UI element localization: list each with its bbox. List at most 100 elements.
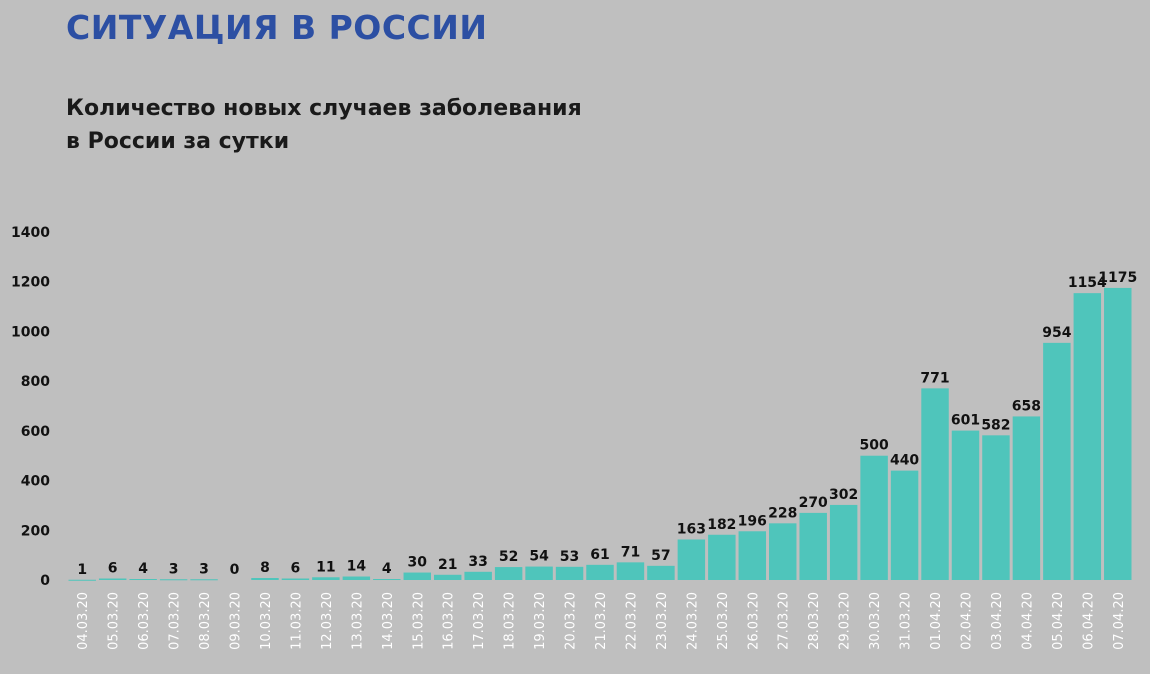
y-tick-label: 1200 (11, 275, 50, 291)
x-tick-label: 07.04.20 (1112, 592, 1127, 650)
y-axis: 0 200 400 600 800 1000 1200 1400 (11, 225, 50, 589)
bar-value-label: 196 (738, 513, 767, 529)
bar (403, 572, 431, 580)
bar (555, 566, 584, 580)
x-tick-label: 04.04.20 (1020, 592, 1035, 650)
bar (982, 435, 1010, 580)
x-tick-label: 03.04.20 (990, 592, 1005, 650)
bar-value-label: 270 (799, 495, 828, 511)
x-tick-label: 24.03.20 (685, 592, 700, 650)
x-tick-label: 04.03.20 (76, 592, 91, 650)
bar-value-label: 61 (590, 547, 609, 563)
bar (677, 539, 706, 580)
bar-value-label: 0 (230, 562, 240, 578)
chart-title: Количество новых случаев заболевания в Р… (66, 92, 582, 158)
bar-value-label: 3 (199, 561, 209, 577)
bar-value-label: 228 (768, 505, 797, 521)
x-tick-label: 07.03.20 (168, 592, 183, 650)
bar-value-label: 54 (529, 549, 549, 565)
bar-value-label: 6 (108, 561, 118, 577)
x-tick-label: 01.04.20 (929, 592, 944, 650)
bar (647, 565, 675, 580)
bar-value-label: 440 (890, 453, 919, 469)
bars (68, 287, 1132, 581)
bar (1073, 293, 1102, 580)
bar-value-label: 52 (499, 549, 518, 565)
x-tick-label: 05.03.20 (107, 592, 122, 650)
bar-value-label: 21 (438, 557, 457, 573)
x-tick-label: 25.03.20 (716, 592, 731, 650)
x-tick-label: 26.03.20 (746, 592, 761, 650)
bar-value-label: 163 (677, 521, 706, 537)
y-tick-label: 400 (21, 474, 50, 490)
x-tick-label: 22.03.20 (624, 592, 639, 650)
bar-value-label: 11 (316, 559, 335, 575)
bar (312, 577, 340, 580)
bar (1043, 342, 1071, 580)
bar (98, 578, 127, 580)
bar-value-label: 71 (621, 544, 640, 560)
bar (1104, 287, 1132, 580)
y-tick-label: 0 (40, 573, 50, 589)
bar-value-label: 30 (408, 555, 428, 571)
bar (525, 566, 553, 580)
y-tick-label: 1000 (11, 324, 50, 340)
bar-value-label: 53 (560, 549, 579, 565)
bar-value-label: 1 (77, 562, 87, 578)
x-tick-label: 16.03.20 (442, 592, 457, 650)
x-axis: 04.03.20 05.03.20 06.03.20 07.03.20 08.03.20… (76, 592, 1127, 650)
bar-value-label: 4 (138, 561, 148, 577)
bar (159, 579, 188, 581)
x-tick-label: 17.03.20 (472, 592, 487, 650)
bar (708, 534, 736, 580)
bar-value-label: 4 (382, 561, 392, 577)
bar-value-label: 1175 (1098, 270, 1137, 286)
bar (921, 388, 949, 580)
bar-value-label: 658 (1012, 398, 1041, 414)
bar (829, 504, 858, 580)
bar-value-label: 582 (981, 417, 1010, 433)
x-tick-label: 23.03.20 (655, 592, 670, 650)
bar-value-label: 500 (859, 438, 888, 454)
bar (890, 470, 919, 580)
bar-value-label: 57 (651, 548, 670, 564)
x-tick-label: 06.03.20 (137, 592, 152, 650)
bar-value-label: 33 (468, 554, 487, 570)
x-tick-label: 30.03.20 (868, 592, 883, 650)
bar-value-label: 601 (951, 413, 980, 429)
bar (586, 564, 614, 580)
bar (251, 578, 279, 580)
bar-value-label: 14 (347, 559, 367, 575)
y-tick-label: 600 (21, 424, 50, 440)
y-tick-label: 1400 (11, 225, 50, 241)
x-tick-label: 28.03.20 (807, 592, 822, 650)
chart-title-line-1: Количество новых случаев заболевания (66, 96, 582, 121)
bar-value-label: 302 (829, 487, 858, 503)
y-tick-label: 800 (21, 374, 50, 390)
section-title: СИТУАЦИЯ В РОССИИ (66, 8, 488, 47)
chart-title-line-2: в России за сутки (66, 129, 290, 154)
x-tick-label: 18.03.20 (503, 592, 518, 650)
bar (342, 576, 371, 580)
x-tick-label: 29.03.20 (838, 592, 853, 650)
bar-value-label: 8 (260, 560, 270, 576)
x-tick-label: 11.03.20 (289, 592, 304, 650)
bar (373, 579, 401, 581)
bar (494, 567, 523, 580)
x-tick-label: 27.03.20 (777, 592, 792, 650)
x-tick-label: 21.03.20 (594, 592, 609, 650)
bar (1012, 416, 1041, 580)
x-tick-label: 20.03.20 (564, 592, 579, 650)
bar-value-label: 6 (291, 561, 301, 577)
y-tick-label: 200 (21, 523, 50, 539)
x-tick-label: 09.03.20 (229, 592, 244, 650)
x-tick-label: 31.03.20 (899, 592, 914, 650)
x-tick-label: 13.03.20 (350, 592, 365, 650)
x-tick-label: 05.04.20 (1051, 592, 1066, 650)
bar (464, 571, 492, 580)
bar (616, 562, 645, 580)
x-tick-label: 02.04.20 (959, 592, 974, 650)
x-tick-label: 15.03.20 (411, 592, 426, 650)
bar-value-label: 1154 (1068, 275, 1107, 291)
